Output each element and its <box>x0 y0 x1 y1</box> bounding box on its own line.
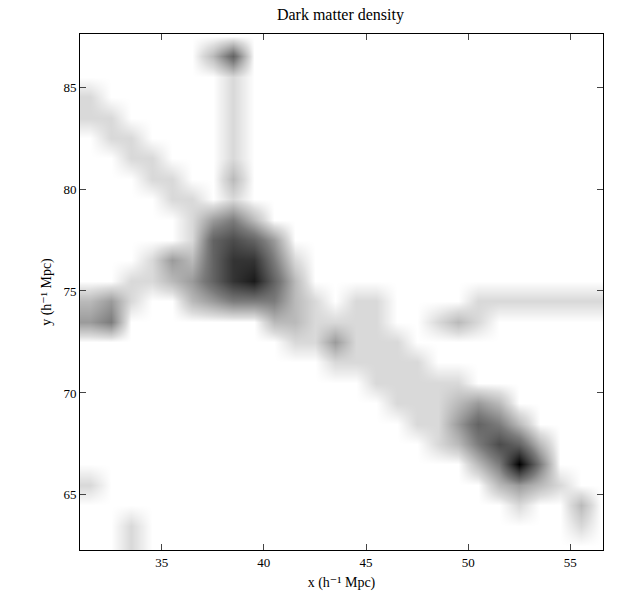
svg-text:70: 70 <box>63 386 76 401</box>
svg-text:35: 35 <box>155 555 168 570</box>
svg-text:y (h⁻¹ Mpc): y (h⁻¹ Mpc) <box>39 258 55 326</box>
svg-text:45: 45 <box>360 555 373 570</box>
svg-text:75: 75 <box>63 284 76 299</box>
svg-text:85: 85 <box>63 80 76 95</box>
svg-text:50: 50 <box>462 555 475 570</box>
svg-text:65: 65 <box>63 487 76 502</box>
svg-text:Dark matter density: Dark matter density <box>277 6 404 24</box>
svg-text:80: 80 <box>63 182 76 197</box>
svg-text:x (h⁻¹ Mpc): x (h⁻¹ Mpc) <box>308 575 376 591</box>
svg-text:55: 55 <box>564 555 577 570</box>
svg-text:40: 40 <box>257 555 270 570</box>
